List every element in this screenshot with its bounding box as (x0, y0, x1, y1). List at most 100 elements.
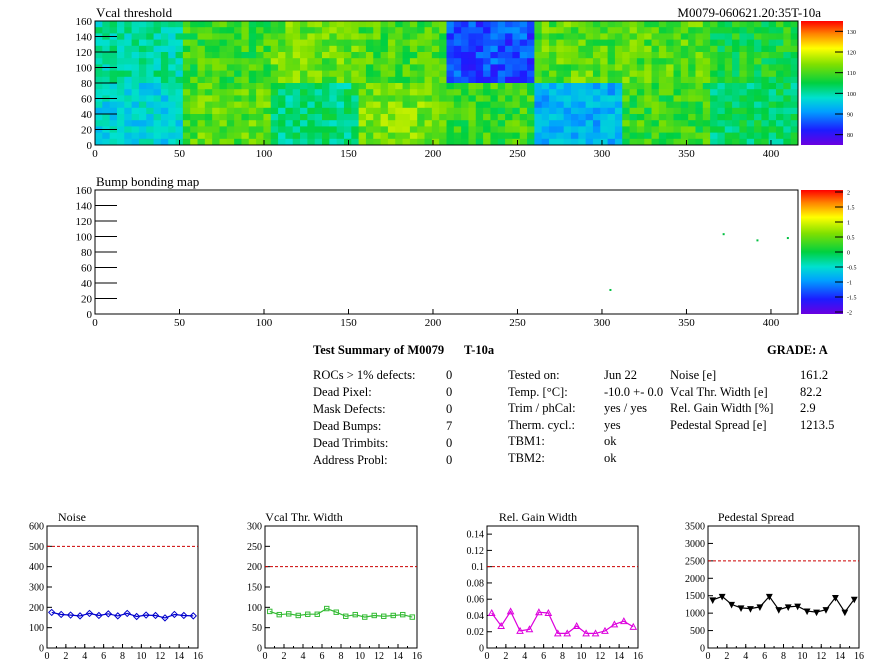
heatmap-cell (307, 33, 316, 40)
heatmap-cell (439, 33, 447, 40)
heatmap-cell (658, 39, 667, 47)
heatmap-cell (534, 95, 543, 102)
heatmap-cell (160, 101, 169, 109)
heatmap-cell (607, 52, 616, 59)
heatmap-cell (175, 52, 184, 59)
heatmap-cell (483, 64, 491, 71)
vcal-threshold-heatmap (95, 21, 799, 146)
heatmap-cell (754, 39, 762, 47)
x-tick-label: 10 (136, 651, 146, 662)
heatmap-cell (724, 45, 733, 53)
heatmap-cell (446, 114, 455, 121)
heatmap-cell (168, 27, 176, 34)
data-point (535, 608, 543, 616)
heatmap-cell (234, 83, 242, 90)
heatmap-cell (116, 76, 125, 84)
heatmap-cell (732, 70, 740, 78)
heatmap-cell (695, 21, 704, 28)
heatmap-cell (439, 138, 447, 146)
data-point (610, 620, 619, 628)
heatmap-cell (109, 76, 118, 84)
heatmap-cell (717, 120, 726, 127)
heatmap-cell (717, 64, 726, 71)
heatmap-cell (343, 33, 352, 40)
heatmap-cell (629, 126, 638, 133)
heatmap-cell (380, 33, 389, 40)
heatmap-cell (600, 120, 608, 127)
data-point (142, 611, 150, 619)
heatmap-cell (666, 138, 674, 146)
heatmap-cell (278, 33, 286, 40)
heatmap-cell (622, 45, 630, 53)
heatmap-cell (790, 45, 799, 53)
heatmap-cell (651, 132, 660, 140)
heatmap-cell (783, 64, 792, 71)
heatmap-cell (754, 138, 762, 146)
heatmap-cell (153, 39, 162, 47)
heatmap-cell (138, 83, 147, 90)
heatmap-cell (724, 126, 733, 133)
heatmap-cell (732, 52, 740, 59)
heatmap-cell (409, 83, 418, 90)
heatmap-cell (475, 126, 484, 133)
heatmap-cell (387, 101, 396, 109)
heatmap-cell (241, 33, 250, 40)
heatmap-cell (710, 132, 718, 140)
heatmap-cell (380, 138, 389, 146)
heatmap-cell (402, 83, 411, 90)
summary-temp-tag: T-10a (464, 343, 495, 357)
heatmap-cell (519, 101, 528, 109)
defect-label: ROCs > 1% defects: (313, 368, 416, 382)
z-tick-label: 0 (847, 251, 850, 257)
heatmap-cell (776, 52, 784, 59)
data-point (390, 612, 396, 619)
heatmap-cell (307, 101, 316, 109)
heatmap-cell (483, 58, 491, 65)
heatmap-cell (270, 33, 279, 40)
heatmap-cell (519, 21, 528, 28)
heatmap-cell (739, 21, 748, 28)
heatmap-cell (241, 45, 250, 53)
heatmap-cell (424, 83, 433, 90)
heatmap-cell (666, 21, 674, 28)
heatmap-cell (673, 95, 682, 102)
heatmap-cell (585, 83, 594, 90)
x-tick-label: 16 (633, 651, 643, 662)
data-point (506, 607, 515, 615)
heatmap-cell (168, 83, 176, 90)
heatmap-cell (278, 107, 286, 115)
heatmap-cell (732, 58, 740, 65)
heatmap-cell (754, 45, 762, 53)
heatmap-cell (292, 39, 301, 47)
x-tick-label: 50 (174, 148, 186, 160)
heatmap-cell (168, 120, 176, 127)
heatmap-cell (666, 58, 674, 65)
heatmap-cell (387, 27, 396, 34)
heatmap-cell (658, 21, 667, 28)
heatmap-cell (578, 21, 587, 28)
y-tick-label: 40 (81, 278, 93, 290)
heatmap-cell (417, 89, 425, 96)
heatmap-cell (138, 70, 147, 78)
heatmap-cell (629, 107, 638, 115)
heatmap-cell (556, 70, 565, 78)
heatmap-cell (680, 120, 689, 127)
heatmap-cell (212, 64, 220, 71)
heatmap-cell (102, 138, 111, 146)
heatmap-cell (387, 107, 396, 115)
heatmap-cell (673, 120, 682, 127)
heatmap-cell (395, 45, 403, 53)
heatmap-cell (439, 89, 447, 96)
heatmap-cell (138, 39, 147, 47)
heatmap-cell (505, 120, 513, 127)
heatmap-cell (688, 58, 696, 65)
heatmap-cell (182, 114, 191, 121)
heatmap-cell (658, 58, 667, 65)
heatmap-cell (241, 21, 250, 28)
heatmap-cell (680, 64, 689, 71)
heatmap-cell (468, 138, 477, 146)
heatmap-cell (534, 101, 543, 109)
heatmap-cell (600, 45, 608, 53)
heatmap-cell (732, 33, 740, 40)
heatmap-cell (439, 95, 447, 102)
